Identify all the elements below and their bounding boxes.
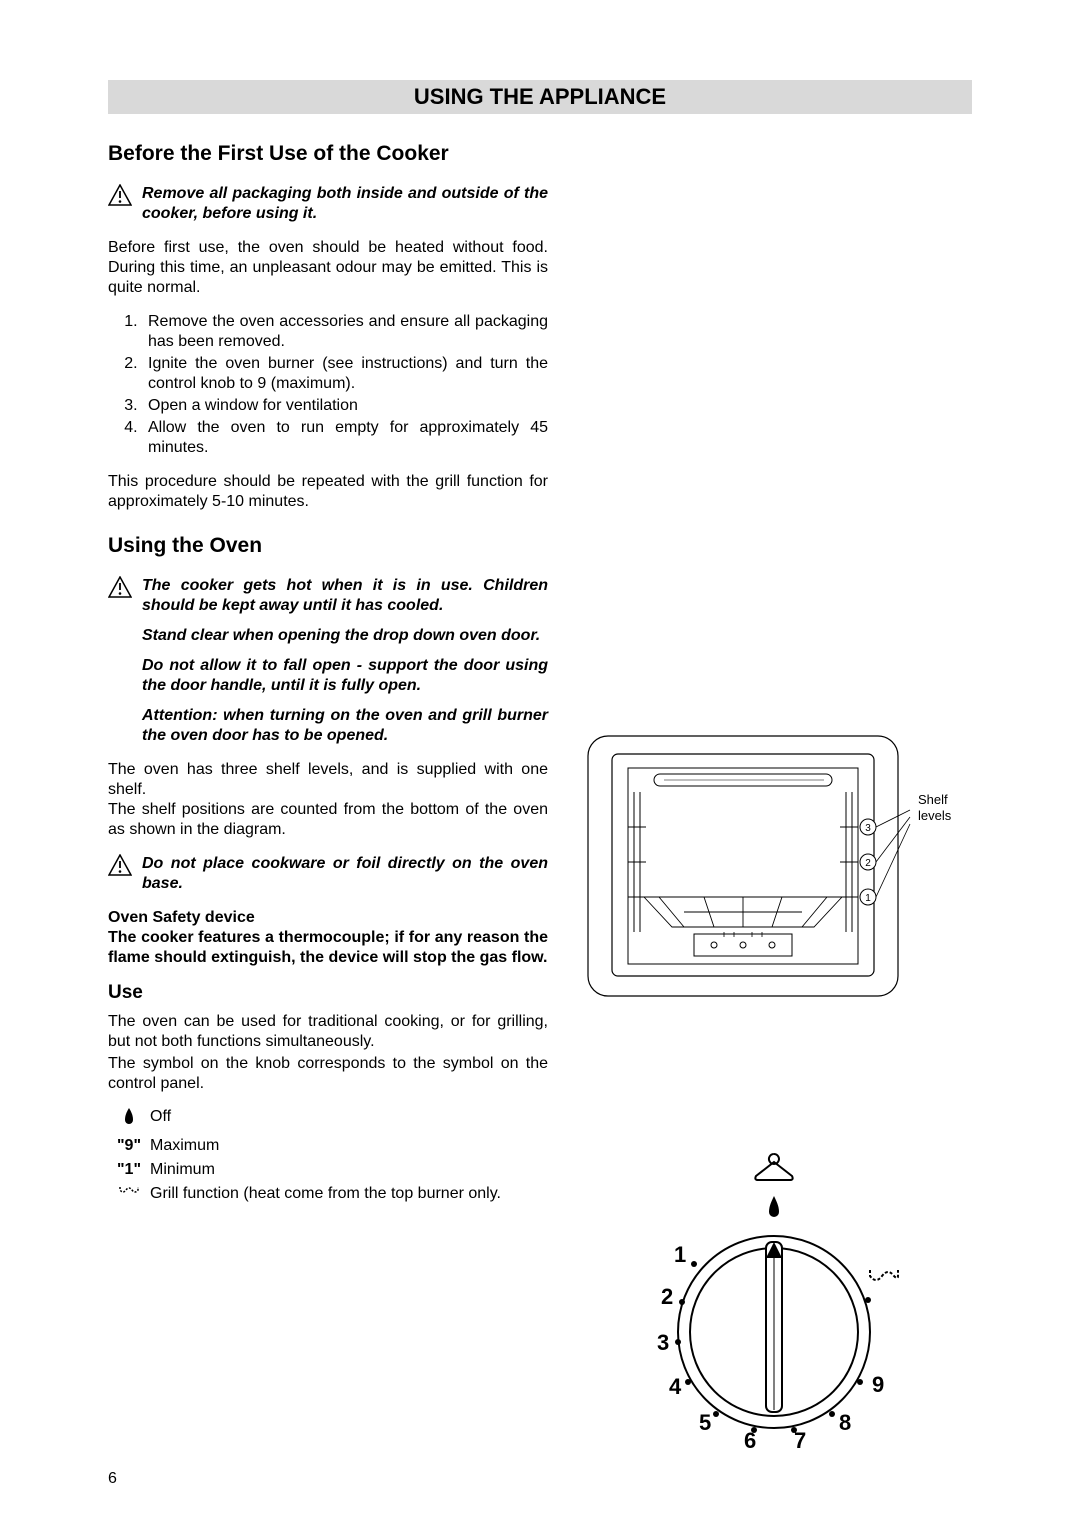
list-item: Allow the oven to run empty for approxim… <box>142 418 548 458</box>
safety-text: The cooker features a thermocouple; if f… <box>108 929 548 966</box>
svg-text:1: 1 <box>674 1242 686 1267</box>
svg-text:2: 2 <box>865 858 871 869</box>
page-number: 6 <box>108 1470 117 1488</box>
table-row: Grill function (heat come from the top b… <box>108 1185 548 1204</box>
use-heading: Use <box>108 982 548 1004</box>
warning-text: Do not allow it to fall open - support t… <box>142 656 548 696</box>
symbol-label: Minimum <box>150 1161 548 1179</box>
grill-repeat-paragraph: This procedure should be repeated with t… <box>108 472 548 512</box>
warning-text: The cooker gets hot when it is in use. C… <box>142 576 548 616</box>
control-knob-diagram: 1 2 3 4 5 6 7 8 9 <box>624 1142 924 1467</box>
warning-block-packaging: Remove all packaging both inside and out… <box>108 184 548 224</box>
warning-triangle-icon <box>108 576 134 746</box>
symbol-1: "1" <box>108 1161 150 1179</box>
symbol-label: Grill function (heat come from the top b… <box>150 1185 548 1203</box>
use-paragraph-1: The oven can be used for traditional coo… <box>108 1012 548 1052</box>
svg-text:8: 8 <box>839 1410 851 1435</box>
list-item: Ignite the oven burner (see instructions… <box>142 354 548 394</box>
section-banner: USING THE APPLIANCE <box>108 80 972 114</box>
use-paragraph-2: The symbol on the knob corresponds to th… <box>108 1054 548 1094</box>
warning-text: Do not place cookware or foil directly o… <box>142 854 548 894</box>
table-row: Off <box>108 1108 548 1131</box>
warning-block-hot: The cooker gets hot when it is in use. C… <box>108 576 548 746</box>
shelf-levels-paragraph: The oven has three shelf levels, and is … <box>108 760 548 800</box>
safety-heading: Oven Safety device <box>108 909 255 926</box>
before-first-use-heading: Before the First Use of the Cooker <box>108 142 548 166</box>
shelf-levels-label: Shelflevels <box>918 792 951 823</box>
svg-text:2: 2 <box>661 1284 673 1309</box>
svg-text:1: 1 <box>865 893 871 904</box>
shelf-positions-paragraph: The shelf positions are counted from the… <box>108 800 548 840</box>
svg-text:4: 4 <box>669 1374 682 1399</box>
table-row: "1" Minimum <box>108 1161 548 1179</box>
oven-shelf-diagram: 3 2 1 <box>584 732 964 1007</box>
warning-text: Remove all packaging both inside and out… <box>142 184 548 224</box>
right-column: 3 2 1 Shelflevels <box>584 142 972 1210</box>
table-row: "9" Maximum <box>108 1137 548 1155</box>
warning-text: Stand clear when opening the drop down o… <box>142 626 548 646</box>
svg-text:3: 3 <box>865 823 871 834</box>
symbol-label: Maximum <box>150 1137 548 1155</box>
grill-icon <box>108 1185 150 1204</box>
two-column-layout: Before the First Use of the Cooker Remov… <box>108 142 972 1210</box>
off-drop-icon <box>108 1108 150 1131</box>
svg-text:5: 5 <box>699 1410 711 1435</box>
safety-device-block: Oven Safety device The cooker features a… <box>108 908 548 968</box>
first-use-steps: Remove the oven accessories and ensure a… <box>108 312 548 458</box>
list-item: Remove the oven accessories and ensure a… <box>142 312 548 352</box>
list-item: Open a window for ventilation <box>142 396 548 416</box>
svg-text:3: 3 <box>657 1330 669 1355</box>
symbol-label: Off <box>150 1108 548 1126</box>
warning-block-cookware: Do not place cookware or foil directly o… <box>108 854 548 894</box>
warning-triangle-icon <box>108 184 134 224</box>
knob-symbol-table: Off "9" Maximum "1" Minimum Grill functi… <box>108 1108 548 1204</box>
left-column: Before the First Use of the Cooker Remov… <box>108 142 548 1210</box>
symbol-9: "9" <box>108 1137 150 1155</box>
svg-text:9: 9 <box>872 1372 884 1397</box>
intro-paragraph: Before first use, the oven should be hea… <box>108 238 548 298</box>
using-oven-heading: Using the Oven <box>108 534 548 558</box>
warning-triangle-icon <box>108 854 134 894</box>
warning-text: Attention: when turning on the oven and … <box>142 706 548 746</box>
